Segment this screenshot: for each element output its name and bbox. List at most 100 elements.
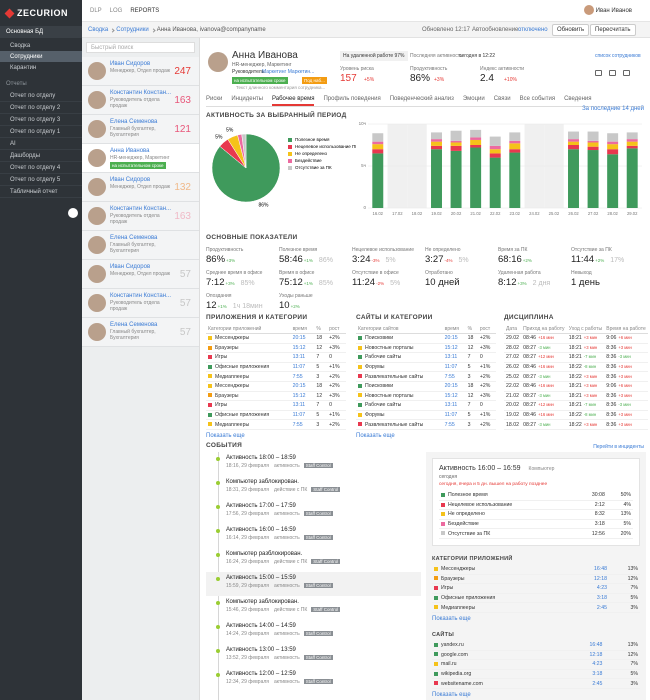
db-selector[interactable]: Основная БД <box>0 26 82 38</box>
report-item[interactable]: Табличный отчет <box>0 186 82 198</box>
event[interactable]: Активность 14:00 – 14:59 14:24, 29 феврал… <box>206 620 421 644</box>
indicator-label: Среднее время в офисе <box>206 270 263 276</box>
cell: 20:15 <box>290 381 315 392</box>
report-item[interactable]: Отчет по отделу <box>0 90 82 102</box>
nav-item[interactable]: LOG <box>109 8 123 14</box>
legend-swatch <box>288 138 292 142</box>
cell: 08:27 -3 мин <box>521 371 567 382</box>
cell: 27.02 <box>504 352 522 363</box>
report-item[interactable]: Дашборды <box>0 150 82 162</box>
event[interactable]: Компьютер разблокирован. 16:24, 29 феврал… <box>206 548 421 572</box>
event[interactable]: Активность 15:00 – 15:59 15:59, 29 феврал… <box>206 572 421 596</box>
bar-segment <box>587 142 599 147</box>
cell: 08:27 +12 мин <box>521 352 567 363</box>
breadcrumb[interactable]: Сотрудники <box>116 27 149 33</box>
employee-card[interactable]: Иван Сидоров Менеджер, Отдел продаж 132 <box>82 173 199 202</box>
cell-text: Развлекательные сайты <box>365 421 424 428</box>
tab[interactable]: Рабочее время <box>271 96 315 106</box>
cell-text: 20:15 <box>292 383 306 390</box>
employee-card[interactable]: Анна Иванова HR-менеджер, Маркетинг на исп… <box>82 144 199 173</box>
report-item[interactable]: Отчет по отделу 3 <box>0 114 82 126</box>
nav-item[interactable]: DLP <box>90 8 102 14</box>
events: СОБЫТИЯ Перейти в инциденты Активность 18:… <box>206 442 646 700</box>
menu-item[interactable]: Карантин <box>10 65 37 71</box>
cell: 16:48 <box>562 640 605 651</box>
table-row: Нецелевое использование 2:12 4% <box>439 500 633 511</box>
cell-text: 16:48 <box>594 566 607 573</box>
collapse-button[interactable] <box>68 208 78 218</box>
show-more[interactable]: Показать еще <box>356 432 395 439</box>
employee-card[interactable]: Константин Констан... Руководитель отдела… <box>82 289 199 318</box>
event[interactable]: Активность 13:00 – 13:59 13:52, 29 феврал… <box>206 644 421 668</box>
event[interactable]: Активность 18:00 – 18:59 18:16, 29 феврал… <box>206 452 421 476</box>
user-name[interactable]: Иван Иванов <box>595 8 632 14</box>
employee-card[interactable]: Елена Семенова Главный бухгалтер, Бухгалт… <box>82 231 199 260</box>
search[interactable]: Быстрый поиск <box>86 42 195 53</box>
show-more[interactable]: Показать еще <box>206 432 245 439</box>
cell-text: 25.02 <box>506 373 519 380</box>
cell: websitename.com <box>432 678 563 689</box>
tab[interactable]: Инциденты <box>231 96 263 102</box>
cell-text: 08:46 <box>523 335 537 342</box>
event[interactable]: Компьютер заблокирован. 18:31, 29 февраля… <box>206 476 421 500</box>
event[interactable]: Компьютер заблокирован. 15:46, 29 февраля… <box>206 596 421 620</box>
table-row: Браузеры 15:12 12 +3% <box>206 391 346 402</box>
employee-card[interactable]: Константин Констан... Руководитель отдела… <box>82 86 199 115</box>
cell-text: 22.02 <box>506 383 519 390</box>
cell: 5% <box>606 519 633 530</box>
event[interactable]: Активность 12:00 – 12:59 12:34, 29 феврал… <box>206 668 421 692</box>
incidents-link[interactable]: Перейти в инциденты <box>593 444 644 450</box>
event[interactable]: Активность 17:00 – 17:59 17:56, 29 феврал… <box>206 500 421 524</box>
cell: 8:36 +3 мин <box>604 362 648 373</box>
cell-text: 3% <box>630 604 639 611</box>
event-meta: 18:16, 29 февраля активность Staff Control <box>226 463 421 469</box>
show-more[interactable]: Показать еще <box>432 615 471 622</box>
cell: 0 <box>477 400 496 411</box>
report-item[interactable]: AI <box>0 138 82 150</box>
button[interactable]: Пересчитать <box>590 24 636 36</box>
report-item[interactable]: Отчет по отделу 1 <box>0 126 82 138</box>
cell-text: +1% <box>479 412 491 419</box>
period[interactable]: За последние 14 дней <box>582 106 644 112</box>
nav-item[interactable]: REPORTS <box>130 8 160 14</box>
cell: Офисные приложения <box>206 410 291 421</box>
employee-card[interactable]: Елена Семенова Главный бухгалтер, Бухгалт… <box>82 115 199 144</box>
employee-card[interactable]: Иван Сидоров Менеджер, Отдел продаж 57 <box>82 260 199 289</box>
employee-card[interactable]: Елена Семенова Главный бухгалтер, Бухгалт… <box>82 318 199 347</box>
back-link[interactable]: список сотрудников <box>595 53 641 59</box>
tab[interactable]: Все события <box>519 96 556 102</box>
cell-text: Поисковики <box>365 383 394 390</box>
employee-card[interactable]: Иван Сидоров Менеджер, Отдел продаж 247 <box>82 57 199 86</box>
show-more[interactable]: Показать еще <box>432 691 471 698</box>
breadcrumb[interactable]: Сводка <box>88 27 109 33</box>
indicator: Невыход 1 день <box>571 270 644 288</box>
cell: 08:46 +16 мин <box>521 362 567 373</box>
cell: 5% <box>608 593 640 604</box>
manager[interactable]: Маркетинг Маркетин... <box>262 69 315 75</box>
updated: Обновлено 12:17 <box>422 27 470 33</box>
tab[interactable]: Эмоции <box>462 96 485 102</box>
cell: Отсутствие за ПК <box>439 528 576 539</box>
icon[interactable] <box>595 70 602 76</box>
tab[interactable]: Сведения <box>564 96 592 102</box>
report-item[interactable]: Отчет по отделу 2 <box>0 102 82 114</box>
employee-card[interactable]: Константин Констан... Руководитель отдела… <box>82 202 199 231</box>
icon[interactable] <box>609 70 616 76</box>
icon[interactable] <box>623 70 630 76</box>
menu-item[interactable]: Сводка <box>10 43 31 49</box>
report-item[interactable]: Отчет по отделу 5 <box>0 174 82 186</box>
tab[interactable]: Связи <box>493 96 511 102</box>
report-item[interactable]: Отчет по отделу 4 <box>0 162 82 174</box>
menu-item[interactable]: Сотрудники <box>0 51 82 62</box>
event[interactable]: Активность 16:00 – 16:59 16:14, 29 феврал… <box>206 524 421 548</box>
section-title: ОСНОВНЫЕ ПОКАЗАТЕЛИ <box>206 234 298 241</box>
cell: 4:23 <box>572 583 609 594</box>
cell-text: 08:27 <box>523 354 537 361</box>
detail-source: Компьютер <box>528 466 555 472</box>
tab[interactable]: Риски <box>206 96 223 102</box>
table-row: Новостные порталы 15:12 12 +3% <box>356 391 496 402</box>
button[interactable]: Обновить <box>552 24 590 36</box>
tab[interactable]: Поведенческий анализ <box>389 96 454 102</box>
autoupdate-state[interactable]: отключено <box>518 27 548 33</box>
tab[interactable]: Профиль поведения <box>323 96 381 102</box>
